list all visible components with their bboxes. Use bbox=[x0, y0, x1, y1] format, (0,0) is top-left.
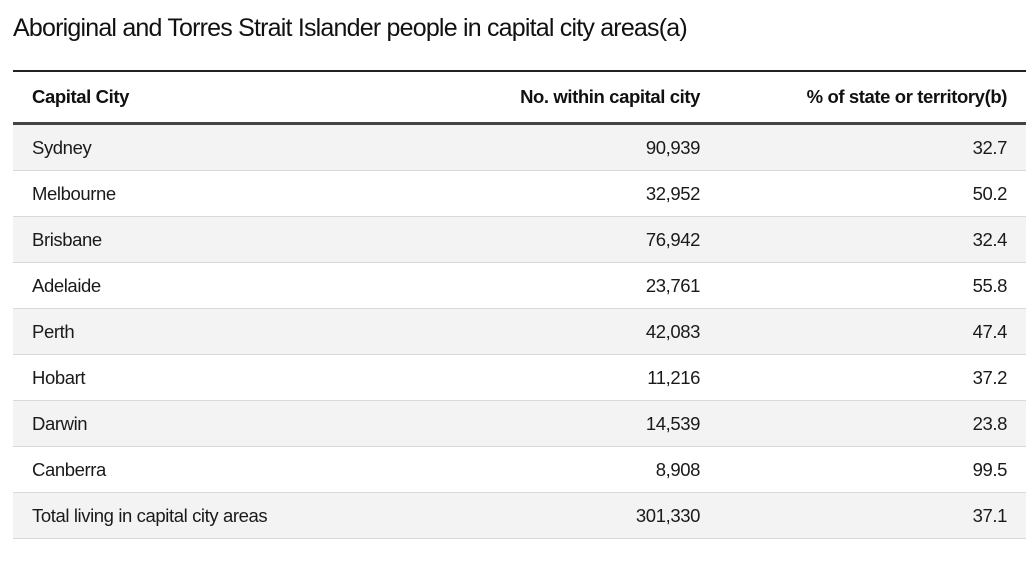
table-body: Sydney 90,939 32.7 Melbourne 32,952 50.2… bbox=[13, 123, 1026, 539]
table-row: Perth 42,083 47.4 bbox=[13, 308, 1026, 355]
percent-cell: 37.2 bbox=[719, 354, 1026, 401]
total-number-cell: 301,330 bbox=[351, 492, 719, 539]
city-cell: Canberra bbox=[13, 446, 351, 493]
city-cell: Hobart bbox=[13, 354, 351, 401]
total-label-cell: Total living in capital city areas bbox=[13, 492, 351, 539]
number-cell: 11,216 bbox=[351, 354, 719, 401]
number-cell: 76,942 bbox=[351, 216, 719, 263]
header-row: Capital City No. within capital city % o… bbox=[13, 71, 1026, 124]
total-row: Total living in capital city areas 301,3… bbox=[13, 492, 1026, 539]
city-cell: Melbourne bbox=[13, 170, 351, 217]
number-cell: 42,083 bbox=[351, 308, 719, 355]
percent-cell: 32.4 bbox=[719, 216, 1026, 263]
number-cell: 32,952 bbox=[351, 170, 719, 217]
percent-cell: 99.5 bbox=[719, 446, 1026, 493]
city-cell: Darwin bbox=[13, 400, 351, 447]
percent-cell: 55.8 bbox=[719, 262, 1026, 309]
number-cell: 23,761 bbox=[351, 262, 719, 309]
table-row: Hobart 11,216 37.2 bbox=[13, 354, 1026, 401]
column-header-percent: % of state or territory(b) bbox=[806, 86, 1008, 107]
capital-city-table: Capital City No. within capital city % o… bbox=[13, 70, 1026, 539]
table-header: Capital City No. within capital city % o… bbox=[13, 71, 1026, 124]
percent-cell: 32.7 bbox=[719, 123, 1026, 171]
table-row: Sydney 90,939 32.7 bbox=[13, 123, 1026, 171]
page-title: Aboriginal and Torres Strait Islander pe… bbox=[13, 14, 688, 42]
table-row: Melbourne 32,952 50.2 bbox=[13, 170, 1026, 217]
number-cell: 90,939 bbox=[351, 123, 719, 171]
column-header-number: No. within capital city bbox=[520, 86, 700, 107]
percent-cell: 50.2 bbox=[719, 170, 1026, 217]
city-cell: Brisbane bbox=[13, 216, 351, 263]
table-row: Adelaide 23,761 55.8 bbox=[13, 262, 1026, 309]
column-header-capital-city: Capital City bbox=[32, 86, 129, 107]
city-cell: Adelaide bbox=[13, 262, 351, 309]
table-row: Darwin 14,539 23.8 bbox=[13, 400, 1026, 447]
percent-cell: 47.4 bbox=[719, 308, 1026, 355]
percent-cell: 23.8 bbox=[719, 400, 1026, 447]
city-cell: Perth bbox=[13, 308, 351, 355]
city-cell: Sydney bbox=[13, 123, 351, 171]
table-row: Canberra 8,908 99.5 bbox=[13, 446, 1026, 493]
number-cell: 8,908 bbox=[351, 446, 719, 493]
total-percent-cell: 37.1 bbox=[719, 492, 1026, 539]
number-cell: 14,539 bbox=[351, 400, 719, 447]
table-row: Brisbane 76,942 32.4 bbox=[13, 216, 1026, 263]
